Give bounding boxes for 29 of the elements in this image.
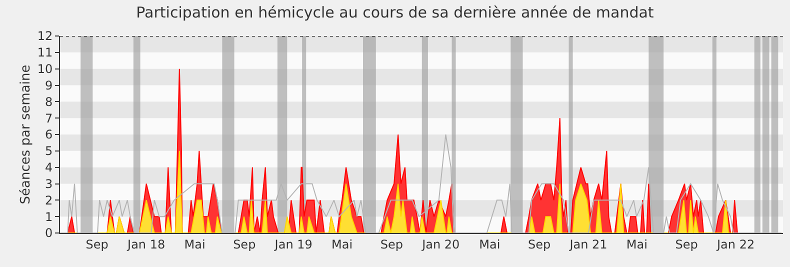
y-tick-label: 3 xyxy=(44,176,53,191)
x-tick-label: Jan 18 xyxy=(126,237,166,252)
x-tick-label: Mai xyxy=(184,237,206,252)
x-tick-label: Jan 21 xyxy=(568,237,608,252)
y-tick-label: 9 xyxy=(44,78,53,92)
y-tick-label: 7 xyxy=(44,111,53,126)
y-tick-label: 0 xyxy=(44,226,53,240)
chart-title: Participation en hémicycle au cours de sa dernière année de mandat xyxy=(136,3,654,22)
x-tick-label: Jan 22 xyxy=(716,237,755,252)
x-tick-label: Sep xyxy=(380,237,403,252)
y-tick-label: 10 xyxy=(37,62,53,76)
x-tick-label: Sep xyxy=(86,237,108,252)
x-tick-label: Sep xyxy=(675,237,698,252)
y-tick-label: 2 xyxy=(44,193,53,208)
x-tick-label: Mai xyxy=(479,237,500,252)
y-tick-label: 11 xyxy=(37,46,53,60)
y-tick-label: 12 xyxy=(37,29,53,44)
x-tick-label: Mai xyxy=(331,237,353,252)
y-tick-label: 4 xyxy=(44,160,53,175)
x-tick-label: Jan 19 xyxy=(274,237,312,252)
x-tick-label: Sep xyxy=(528,237,551,252)
x-tick-label: Sep xyxy=(233,237,256,252)
y-axis-title: Séances par semaine xyxy=(18,64,34,204)
y-tick-label: 1 xyxy=(44,210,53,224)
x-tick-label: Jan 20 xyxy=(421,237,460,252)
y-tick-label: 8 xyxy=(44,94,53,109)
y-tick-label: 5 xyxy=(44,144,53,158)
y-tick-label: 6 xyxy=(44,128,53,142)
x-tick-label: Mai xyxy=(626,237,648,252)
